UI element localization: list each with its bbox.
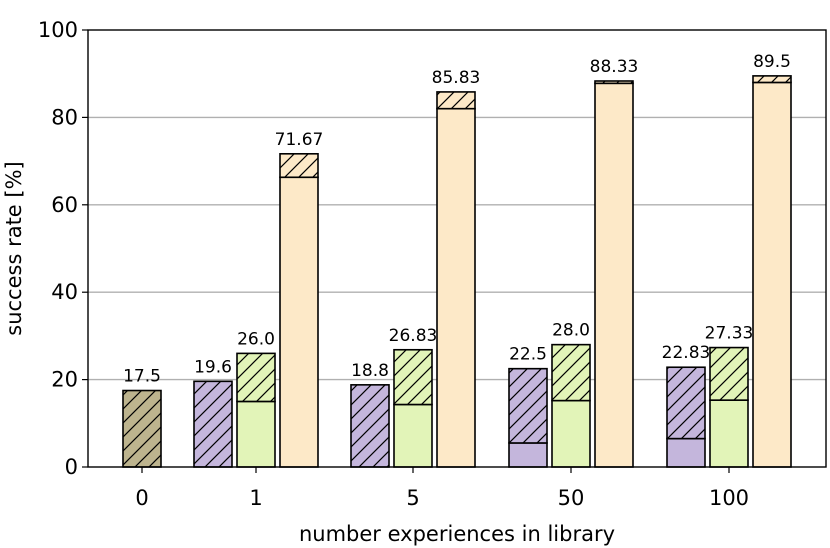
bar-value-label: 89.5 bbox=[753, 52, 791, 72]
bar-orange-group-50 bbox=[594, 80, 634, 468]
y-tick-label: 80 bbox=[51, 105, 78, 129]
bar-orange-group-5 bbox=[436, 91, 476, 468]
data-labels: 17.5 19.6 18.8 22.5 22.83 26.0 26.83 28.0 27.33 7… bbox=[123, 52, 791, 387]
bar-hatched-segment bbox=[508, 367, 548, 444]
bar-hatched-segment bbox=[279, 153, 319, 179]
bar-value-label: 18.8 bbox=[351, 361, 389, 381]
x-tick-label: 50 bbox=[558, 486, 585, 510]
bar-hatched-segment bbox=[193, 380, 233, 468]
bar-orange-group-1 bbox=[279, 153, 319, 468]
y-tick-label: 20 bbox=[51, 368, 78, 392]
bar-purple-group-5 bbox=[350, 384, 390, 468]
bar-solid-segment bbox=[393, 403, 433, 468]
bar-value-label: 26.0 bbox=[237, 329, 275, 349]
bar-baseline-group-0 bbox=[122, 389, 162, 468]
bar-solid-segment bbox=[752, 81, 792, 468]
bar-solid-segment bbox=[551, 399, 591, 468]
bar-hatched-segment bbox=[709, 346, 749, 401]
bar-hatched-segment bbox=[594, 80, 634, 85]
axis-ticks: 0 20 40 60 80 100 0 1 5 50 100 bbox=[38, 18, 749, 510]
bar-hatched-segment bbox=[393, 348, 433, 406]
bar-green-group-50 bbox=[551, 343, 591, 468]
bar-purple-group-100 bbox=[666, 366, 706, 468]
bar-value-label: 17.5 bbox=[123, 367, 161, 387]
bar-purple-group-1 bbox=[193, 380, 233, 468]
bar-value-label: 85.83 bbox=[432, 68, 481, 88]
bar-value-label: 19.6 bbox=[194, 357, 232, 377]
bar-hatched-segment bbox=[666, 366, 706, 440]
bar-green-group-100 bbox=[709, 346, 749, 468]
bar-green-group-5 bbox=[393, 348, 433, 468]
y-tick-label: 40 bbox=[51, 280, 78, 304]
bar-value-label: 22.5 bbox=[509, 345, 547, 365]
bar-green-group-1 bbox=[236, 352, 276, 468]
bar-value-label: 71.67 bbox=[275, 130, 324, 150]
bar-hatched-segment bbox=[350, 384, 390, 468]
x-axis-label: number experiences in library bbox=[299, 522, 615, 546]
plot-frame bbox=[87, 29, 827, 468]
bar-value-label: 26.83 bbox=[389, 326, 438, 346]
y-axis-label: success rate [%] bbox=[2, 161, 26, 336]
x-tick-label: 1 bbox=[249, 486, 262, 510]
bar-value-label: 28.0 bbox=[552, 321, 590, 341]
x-tick-label: 5 bbox=[406, 486, 419, 510]
bar-hatched-segment bbox=[551, 343, 591, 402]
bar-value-label: 22.83 bbox=[662, 343, 711, 363]
bar-value-label: 27.33 bbox=[705, 324, 754, 344]
x-tick-label: 0 bbox=[135, 486, 148, 510]
bar-hatched-segment bbox=[236, 352, 276, 403]
y-tick-label: 60 bbox=[51, 193, 78, 217]
x-tick-label: 100 bbox=[709, 486, 749, 510]
bar-hatched-segment bbox=[122, 389, 162, 468]
bar-hatched-segment bbox=[752, 75, 792, 84]
bars bbox=[122, 75, 792, 468]
bar-value-label: 88.33 bbox=[590, 57, 639, 77]
y-tick-label: 0 bbox=[65, 455, 78, 479]
bar-solid-segment bbox=[709, 399, 749, 468]
bar-solid-segment bbox=[279, 176, 319, 468]
bar-solid-segment bbox=[236, 400, 276, 468]
bar-solid-segment bbox=[594, 82, 634, 468]
bar-solid-segment bbox=[666, 437, 706, 468]
bar-hatched-segment bbox=[436, 91, 476, 110]
bar-solid-segment bbox=[508, 442, 548, 468]
bar-purple-group-50 bbox=[508, 367, 548, 468]
bar-orange-group-100 bbox=[752, 75, 792, 468]
bar-solid-segment bbox=[436, 107, 476, 468]
y-tick-label: 100 bbox=[38, 18, 78, 42]
